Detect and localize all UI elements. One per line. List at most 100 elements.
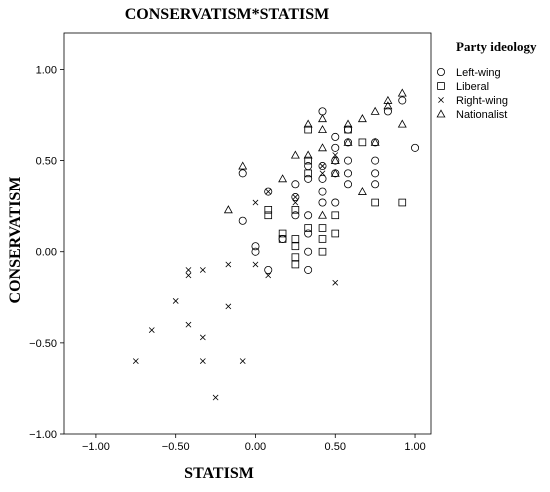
point-liberal (291, 242, 300, 251)
point-right-wing (225, 303, 232, 310)
point-liberal (318, 224, 327, 232)
point-left-wing (371, 156, 380, 165)
point-right-wing (252, 261, 259, 268)
y-tick-label: −0.50 (29, 338, 57, 350)
y-tick-label: 0.50 (36, 156, 57, 168)
point-left-wing (304, 211, 313, 220)
x-tick-label: 1.00 (404, 441, 425, 453)
point-left-wing (318, 187, 327, 196)
point-left-wing (344, 169, 353, 178)
legend-label-left-wing: Left-wing (456, 67, 501, 79)
data-marks (132, 88, 420, 401)
point-liberal (318, 247, 327, 256)
point-liberal (291, 253, 300, 261)
legend-label-right-wing: Right-wing (456, 95, 508, 107)
x-tick-label: −1.00 (82, 441, 110, 453)
point-left-wing (251, 242, 260, 251)
point-right-wing (172, 298, 179, 304)
point-left-wing (398, 96, 407, 105)
point-right-wing (199, 267, 206, 273)
point-liberal (331, 211, 340, 220)
point-right-wing (185, 267, 192, 273)
point-liberal (278, 235, 287, 243)
legend-marker-left-wing (436, 68, 445, 77)
point-liberal (291, 206, 300, 214)
point-left-wing (304, 247, 313, 256)
point-left-wing (318, 198, 327, 207)
point-nationalist (303, 150, 313, 159)
point-right-wing (212, 394, 219, 401)
point-right-wing (319, 163, 326, 169)
point-right-wing (148, 327, 155, 333)
point-left-wing (264, 265, 273, 274)
point-liberal (304, 169, 312, 178)
point-right-wing (132, 358, 139, 364)
legend-title: Party ideology (456, 39, 537, 54)
point-nationalist (370, 106, 380, 115)
point-nationalist (303, 119, 313, 128)
point-liberal (291, 260, 300, 269)
legend-marker-right-wing (438, 97, 444, 103)
point-nationalist (290, 150, 300, 159)
legend-marker-nationalist (436, 109, 446, 118)
point-left-wing (291, 180, 300, 189)
legend-label-liberal: Liberal (456, 81, 489, 93)
point-liberal (278, 229, 287, 238)
y-tick-label: 0.00 (36, 247, 57, 259)
x-tick-label: 0.00 (245, 441, 266, 453)
point-liberal (331, 229, 340, 238)
plot-area (63, 32, 432, 435)
point-liberal (318, 235, 327, 243)
point-right-wing (239, 358, 246, 364)
point-left-wing (318, 174, 327, 183)
point-liberal (371, 198, 379, 207)
point-left-wing (371, 169, 380, 178)
point-right-wing (332, 279, 339, 286)
y-axis-title: CONSERVATISM (7, 177, 24, 304)
point-liberal (344, 125, 352, 134)
point-left-wing (291, 211, 300, 220)
point-nationalist (318, 143, 327, 152)
point-right-wing (265, 188, 272, 195)
legend: Left-wing Liberal Right-wing Nationalist (436, 67, 508, 121)
point-nationalist (278, 174, 288, 183)
point-liberal (304, 156, 312, 165)
point-nationalist (383, 101, 393, 110)
point-nationalist (330, 168, 340, 177)
point-right-wing (292, 199, 299, 206)
point-liberal (358, 138, 367, 147)
point-nationalist (318, 114, 327, 123)
point-nationalist (383, 95, 393, 104)
point-right-wing (319, 170, 326, 177)
point-right-wing (185, 321, 192, 328)
point-nationalist (370, 137, 380, 146)
y-tick-label: 1.00 (36, 64, 57, 76)
point-left-wing (331, 198, 340, 207)
point-left-wing (291, 193, 300, 202)
y-tick-label: −1.00 (29, 429, 57, 441)
point-left-wing (304, 229, 313, 238)
point-right-wing (225, 261, 232, 268)
point-left-wing (264, 187, 273, 196)
point-right-wing (199, 358, 206, 364)
point-liberal (304, 224, 312, 232)
point-left-wing (331, 143, 340, 152)
point-right-wing (199, 334, 206, 341)
chart-title: CONSERVATISM*STATISM (125, 6, 330, 23)
point-left-wing (251, 247, 260, 256)
x-tick-label: 0.50 (325, 441, 346, 453)
point-liberal (264, 206, 273, 214)
point-liberal (304, 125, 312, 134)
point-nationalist (330, 155, 340, 164)
point-left-wing (304, 174, 313, 183)
point-right-wing (332, 152, 339, 159)
point-nationalist (397, 119, 407, 128)
point-left-wing (344, 156, 353, 165)
point-nationalist (357, 186, 367, 195)
point-left-wing (411, 143, 420, 152)
point-liberal (398, 198, 407, 207)
point-left-wing (371, 180, 380, 189)
point-left-wing (383, 107, 392, 116)
